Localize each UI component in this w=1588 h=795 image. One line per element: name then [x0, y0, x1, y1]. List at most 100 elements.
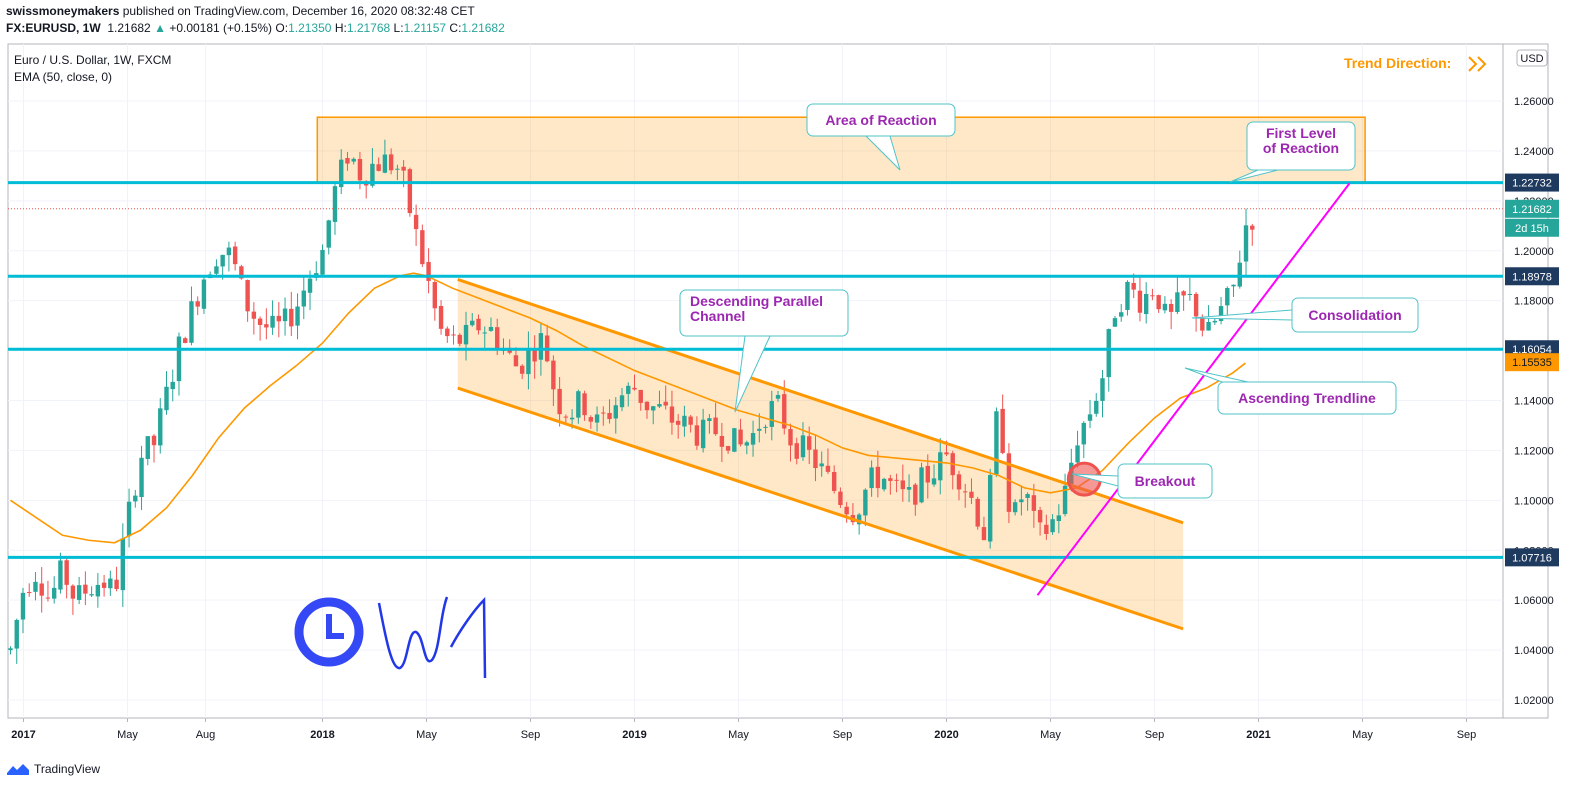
candle-body [1100, 378, 1105, 401]
close-label: C: [449, 21, 462, 35]
candle-body [1019, 499, 1024, 503]
candle-body [626, 385, 631, 394]
candle-body [1181, 291, 1186, 296]
candle-body [114, 579, 119, 589]
candle-body [819, 463, 824, 467]
candle-body [133, 495, 138, 502]
candle-body [1162, 303, 1168, 311]
candle-body [956, 474, 962, 490]
candle-body [176, 336, 182, 382]
candle-body [14, 619, 19, 649]
candle-body [607, 412, 612, 420]
candle-body [289, 308, 294, 327]
candle-body [763, 426, 768, 428]
candle-body [1106, 329, 1111, 378]
candle-body [994, 411, 999, 475]
candle-body [495, 327, 500, 350]
candle-body [45, 597, 51, 599]
ohlc-bar: FX:EURUSD, 1W 1.21682 ▲ +0.00181 (+0.15%… [6, 21, 505, 35]
chart-axes: 1.260001.240001.220001.200001.180001.160… [11, 96, 1559, 741]
candle-body [532, 349, 537, 362]
candle-body [1237, 262, 1242, 287]
price-change: +0.00181 (+0.15%) [169, 21, 273, 35]
candle-body [1050, 519, 1055, 533]
high-label: H: [334, 21, 347, 35]
candle-body [101, 582, 107, 588]
candle-body [601, 412, 606, 414]
candle-body [1143, 293, 1149, 315]
candle-body [1037, 510, 1043, 523]
candle-body [158, 408, 163, 446]
callout-label: First Level [1266, 125, 1336, 141]
candle-body [1131, 282, 1136, 290]
trend-direction-label: Trend Direction: [1344, 55, 1451, 71]
candle-body [33, 581, 38, 592]
candle-body [70, 585, 76, 599]
candle-body [1175, 292, 1180, 313]
candle-body [1225, 288, 1230, 306]
candle-body [557, 388, 562, 415]
candle-body [195, 301, 200, 307]
x-tick-label: Sep [833, 729, 853, 741]
level-price-label: 1.22732 [1512, 178, 1552, 190]
callout-box [1117, 463, 1213, 499]
candle-body [1000, 408, 1005, 453]
ema-price-tag [1505, 353, 1559, 372]
candle-body [638, 389, 643, 403]
callout-label: Area of Reaction [825, 112, 936, 128]
candle-body [1044, 524, 1049, 534]
candle-body [120, 538, 126, 591]
candle-body [688, 416, 693, 425]
y-tick-label: 1.26000 [1514, 96, 1554, 108]
y-tick-label: 1.02000 [1514, 695, 1554, 707]
x-tick-label: 2018 [310, 729, 334, 741]
currency-badge[interactable] [1516, 49, 1548, 67]
channel-upper-line [457, 278, 1184, 525]
candle-body [513, 355, 519, 367]
legend-indicator[interactable]: EMA (50, close, 0) [14, 70, 112, 84]
ascending-trendline [1036, 182, 1351, 596]
candle-body [245, 280, 250, 312]
candle-body [1087, 414, 1093, 421]
candle-body [438, 305, 444, 329]
candle-body [582, 393, 587, 416]
footer-brand[interactable]: TradingView [6, 762, 100, 776]
candle-body [376, 164, 381, 171]
candle-body [788, 429, 793, 446]
candle-body [420, 230, 425, 265]
candle-body [39, 583, 44, 596]
candle-body [320, 249, 325, 275]
candle-body [838, 491, 843, 506]
candle-body [856, 514, 862, 525]
candle-body [563, 416, 569, 418]
candle-body [1193, 293, 1199, 317]
candle-body [807, 436, 812, 450]
candle-body [588, 417, 594, 422]
open-value: 1.21350 [288, 21, 332, 35]
publisher-name[interactable]: swissmoneymakers [6, 4, 120, 18]
legend-instrument[interactable]: Euro / U.S. Dollar, 1W, FXCM [14, 53, 171, 67]
change-up-icon: ▲ [154, 21, 166, 35]
candle-body [1206, 321, 1211, 331]
candle-body [619, 395, 625, 408]
y-tick-label: 1.10000 [1514, 495, 1554, 507]
candle-body [239, 266, 244, 279]
candle-body [644, 401, 650, 411]
candle-body [863, 489, 868, 516]
x-tick-label: May [117, 729, 138, 741]
candle-body [538, 333, 544, 360]
callout-pointer [1184, 367, 1249, 383]
candle-body [183, 338, 188, 343]
callout-label: Ascending Trendline [1238, 390, 1376, 406]
candle-body [345, 158, 350, 164]
callout-box [806, 103, 956, 137]
callout-label: Channel [690, 308, 745, 324]
candle-body [1075, 445, 1080, 463]
candle-body [1187, 294, 1193, 296]
symbol-label: FX:EURUSD, 1W [6, 21, 101, 35]
candle-body [869, 467, 874, 489]
candle-body [76, 585, 82, 600]
y-tick-label: 1.14000 [1514, 396, 1554, 408]
